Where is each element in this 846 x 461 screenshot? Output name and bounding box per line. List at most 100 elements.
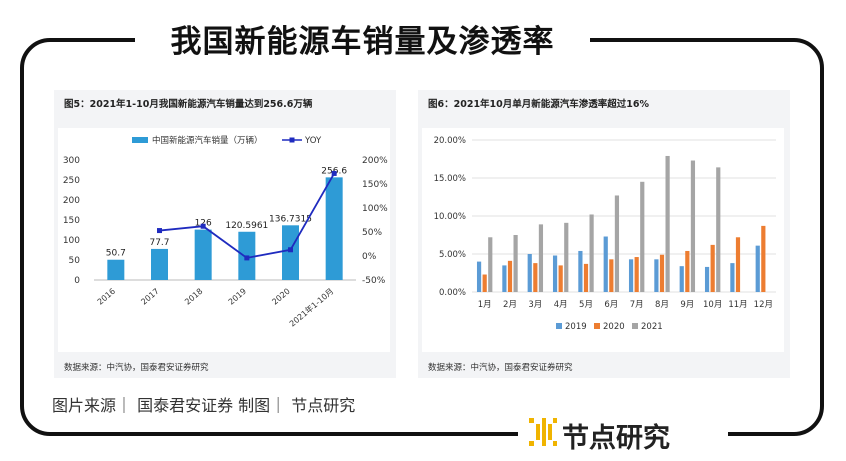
chart-source: 数据来源：中汽协，国泰君安证券研究 (428, 363, 573, 373)
penetration-bar-2021 (589, 214, 594, 292)
penetration-bar-2021 (716, 167, 721, 292)
y-tick-left: 0 (74, 276, 80, 286)
penetration-bar-2019 (527, 254, 532, 292)
legend-marker-yoy (289, 137, 295, 143)
penetration-bar-2021 (488, 237, 493, 292)
x-tick-label: 2019 (227, 287, 248, 307)
y-tick-left: 150 (63, 216, 80, 226)
sales-bar (107, 259, 125, 280)
legend-label: 中国新能源汽车销量（万辆） (152, 135, 263, 146)
penetration-bar-2020 (583, 263, 589, 292)
chart-source: 数据来源：中汽协，国泰君安证券研究 (64, 363, 209, 373)
penetration-bar-2020 (735, 237, 741, 292)
x-tick-label: 2月 (503, 300, 517, 310)
chart-area: 0.00% 5.00% 10.00% 15.00% 20.00% 1月 2月 3月 4月 5月 6月… (422, 128, 784, 352)
footer-credit: 图片来源｜ 国泰君安证券 制图｜ 节点研究 (52, 396, 356, 415)
sales-data-label: 136.7315 (269, 214, 312, 224)
penetration-bar-2019 (476, 261, 482, 292)
penetration-bar-2019 (755, 245, 760, 292)
penetration-bar-2020 (659, 254, 665, 292)
y-tick-right: 100% (362, 204, 388, 214)
penetration-bar-2019 (704, 266, 710, 292)
yoy-point (288, 247, 293, 253)
penetration-bar-2020 (609, 259, 614, 292)
sales-data-label: 50.7 (106, 249, 126, 259)
penetration-bar-2019 (628, 259, 634, 292)
penetration-bar-2021 (564, 222, 569, 292)
penetration-bar-2021 (513, 235, 518, 292)
penetration-bar-2020 (710, 244, 715, 292)
sales-data-label: 120.5961 (225, 221, 268, 231)
y-tick-right: 0% (362, 252, 377, 262)
y-tick: 20.00% (434, 136, 466, 146)
penetration-bar-2019 (730, 263, 735, 292)
penetration-bar-2020 (507, 260, 513, 292)
chart-panel-sales: 图5：2021年1-10月我国新能源汽车销量达到256.6万辆 中国新能源汽车销… (54, 90, 396, 378)
legend-swatch-2021 (632, 323, 638, 329)
penetration-bar-2019 (502, 265, 507, 292)
y-tick-right: 150% (362, 180, 388, 190)
legend-label: 2021 (641, 322, 663, 332)
chart-area: 中国新能源汽车销量（万辆） YOY 0 50 100 150 200 250 300 -50% 0%… (58, 128, 390, 352)
y-tick: 0.00% (439, 288, 466, 298)
y-tick-right: -50% (362, 276, 386, 286)
brand-name: 节点研究 (562, 423, 670, 454)
x-tick-label: 2018 (183, 287, 204, 307)
chart-panel-penetration: 图6：2021年10月单月新能源汽车渗透率超过16% 0.00% 5.00% 10.… (418, 90, 790, 378)
penetration-bar-2019 (578, 250, 583, 292)
chart-title: 图5：2021年1-10月我国新能源汽车销量达到256.6万辆 (64, 99, 313, 110)
x-tick-label: 12月 (754, 300, 773, 310)
penetration-bar-2020 (482, 274, 487, 292)
y-tick: 10.00% (434, 212, 466, 222)
y-tick-right: 200% (362, 156, 388, 166)
x-tick-label: 2017 (139, 287, 160, 307)
sales-bar (282, 225, 299, 280)
x-tick-label: 7月 (630, 300, 644, 310)
legend-swatch-sales (132, 137, 148, 143)
x-tick-label: 1月 (478, 300, 492, 310)
x-tick-label: 2020 (270, 287, 291, 307)
chart-title: 图6：2021年10月单月新能源汽车渗透率超过16% (428, 99, 650, 110)
legend-label: 2020 (603, 322, 625, 332)
sales-bar (151, 248, 168, 280)
x-tick-label: 6月 (604, 300, 618, 310)
legend-label: 2019 (565, 322, 587, 332)
penetration-bar-2021 (538, 224, 544, 292)
x-tick-label: 2016 (96, 287, 117, 307)
penetration-bar-2021 (614, 195, 620, 292)
penetration-bar-2021 (665, 155, 670, 292)
y-tick-left: 200 (63, 196, 80, 206)
penetration-bar-2019 (654, 259, 659, 292)
penetration-bar-2020 (761, 225, 766, 292)
x-tick-label: 9月 (680, 300, 694, 310)
x-tick-label: 8月 (655, 300, 669, 310)
page-title: 我国新能源车销量及渗透率 (170, 24, 555, 60)
y-tick-left: 100 (63, 236, 80, 246)
penetration-bar-2021 (640, 181, 645, 292)
penetration-bar-2020 (685, 250, 690, 292)
y-tick-left: 250 (63, 176, 80, 186)
penetration-chart-svg: 0.00% 5.00% 10.00% 15.00% 20.00% 1月 2月 3月 4月 5月 6月… (434, 136, 776, 332)
penetration-bar-2020 (558, 265, 563, 292)
penetration-bar-2019 (552, 255, 558, 292)
title-container: 我国新能源车销量及渗透率 (135, 8, 590, 60)
penetration-bar-2021 (690, 160, 696, 292)
legend-swatch-2019 (556, 323, 562, 329)
penetration-bar-2019 (679, 266, 684, 292)
x-tick-label: 4月 (554, 300, 568, 310)
y-tick-left: 300 (63, 156, 80, 166)
yoy-point (157, 228, 162, 234)
sales-data-label: 77.7 (149, 238, 169, 248)
x-tick-label: 2021年1-10月 (287, 286, 335, 329)
x-tick-label: 10月 (703, 300, 722, 310)
yoy-point (244, 255, 250, 261)
yoy-point (200, 223, 206, 229)
y-tick: 5.00% (439, 250, 466, 260)
sales-chart-svg: 中国新能源汽车销量（万辆） YOY 0 50 100 150 200 250 300 -50% 0%… (63, 135, 388, 329)
brand: 节点研究 (518, 410, 728, 456)
penetration-bar-2020 (634, 257, 639, 292)
legend-swatch-2020 (594, 323, 600, 329)
x-tick-label: 11月 (728, 300, 747, 310)
penetration-bar-2020 (533, 263, 538, 292)
sales-data-label: 126 (195, 219, 212, 229)
